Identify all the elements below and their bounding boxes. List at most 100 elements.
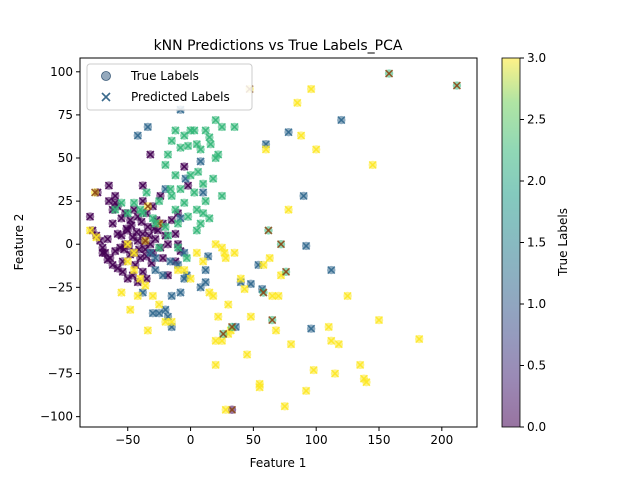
data-point — [301, 241, 311, 251]
data-point — [166, 184, 175, 194]
data-point — [92, 233, 101, 242]
data-point — [227, 322, 237, 332]
data-point — [236, 274, 246, 283]
data-point — [198, 208, 208, 218]
data-point — [123, 240, 132, 249]
data-point — [129, 265, 139, 275]
data-point — [255, 383, 264, 392]
data-point — [137, 217, 146, 227]
data-point — [90, 188, 100, 197]
data-point — [161, 317, 170, 327]
data-point — [261, 145, 271, 154]
data-point — [161, 305, 170, 314]
colorbar-tick-label: 0.0 — [527, 420, 546, 434]
data-point — [306, 84, 316, 94]
x-tick-label: 200 — [430, 433, 453, 447]
data-point — [327, 265, 336, 275]
data-point — [186, 171, 195, 180]
data-point — [154, 196, 164, 206]
data-point — [158, 271, 168, 280]
data-point — [123, 208, 132, 218]
data-point — [198, 257, 208, 266]
y-tick-label: 50 — [58, 151, 73, 165]
data-point — [337, 115, 346, 125]
data-point — [198, 179, 208, 189]
data-point — [176, 184, 185, 194]
data-point — [108, 219, 117, 228]
colorbar-label: True Labels — [556, 208, 570, 277]
data-point — [190, 126, 199, 135]
colorbar-tick-label: 0.5 — [527, 359, 546, 373]
data-point — [301, 386, 311, 395]
data-point — [129, 205, 139, 214]
data-point — [217, 336, 227, 345]
data-point — [173, 219, 183, 228]
data-point — [133, 291, 142, 301]
data-point — [151, 265, 160, 275]
data-point — [284, 127, 293, 137]
data-point — [161, 222, 170, 232]
data-point — [452, 81, 462, 90]
colorbar-tick-label: 1.0 — [527, 297, 546, 311]
data-point — [240, 284, 249, 294]
data-point — [205, 133, 214, 142]
y-tick-label: −50 — [48, 323, 73, 337]
data-point — [190, 188, 199, 197]
data-point — [201, 277, 210, 287]
data-point — [196, 219, 205, 228]
data-point — [211, 240, 220, 249]
data-point — [259, 260, 268, 270]
data-point — [355, 360, 365, 370]
data-point — [138, 267, 148, 277]
data-point — [142, 188, 151, 197]
chart-title: kNN Predictions vs True Labels_PCA — [154, 38, 403, 54]
data-point — [118, 267, 127, 277]
legend-true-labels-marker — [101, 71, 111, 81]
data-point — [129, 198, 139, 208]
data-point — [221, 405, 230, 414]
data-point — [183, 181, 193, 190]
data-point — [138, 181, 148, 190]
data-point — [136, 274, 145, 283]
data-point — [158, 253, 168, 263]
data-point — [129, 248, 139, 258]
scatter-points — [85, 69, 462, 414]
x-axis-label: Feature 1 — [250, 456, 307, 470]
data-point — [163, 231, 173, 240]
data-point — [276, 240, 286, 249]
data-point — [213, 312, 223, 321]
data-point — [230, 122, 239, 132]
data-point — [182, 253, 191, 263]
data-point — [281, 267, 291, 277]
legend-predicted-labels-marker — [101, 92, 111, 102]
data-point — [201, 126, 210, 135]
y-axis-ticks: −100 −75 −50 −25 0 25 50 75 100 — [40, 65, 80, 424]
data-point — [362, 377, 371, 387]
data-point — [148, 308, 158, 318]
data-point — [208, 291, 218, 301]
y-axis-label: Feature 2 — [12, 214, 26, 271]
data-point — [334, 340, 344, 349]
y-tick-label: −100 — [40, 410, 73, 424]
data-point — [213, 150, 223, 159]
data-point — [324, 322, 333, 332]
data-point — [201, 196, 210, 206]
x-tick-label: 100 — [305, 433, 328, 447]
data-point — [264, 226, 273, 235]
data-point — [148, 291, 158, 301]
data-point — [286, 340, 296, 349]
data-point — [201, 265, 210, 275]
data-point — [183, 212, 193, 221]
data-point — [110, 205, 120, 214]
y-tick-label: 0 — [65, 237, 73, 251]
x-tick-label: 0 — [187, 433, 195, 447]
data-point — [151, 219, 160, 228]
legend-box — [86, 63, 253, 111]
data-point — [167, 136, 176, 145]
colorbar-tick-label: 2.0 — [527, 174, 546, 188]
data-point — [224, 300, 233, 309]
data-point — [280, 402, 289, 411]
y-tick-label: −25 — [48, 280, 73, 294]
data-point — [196, 157, 205, 166]
